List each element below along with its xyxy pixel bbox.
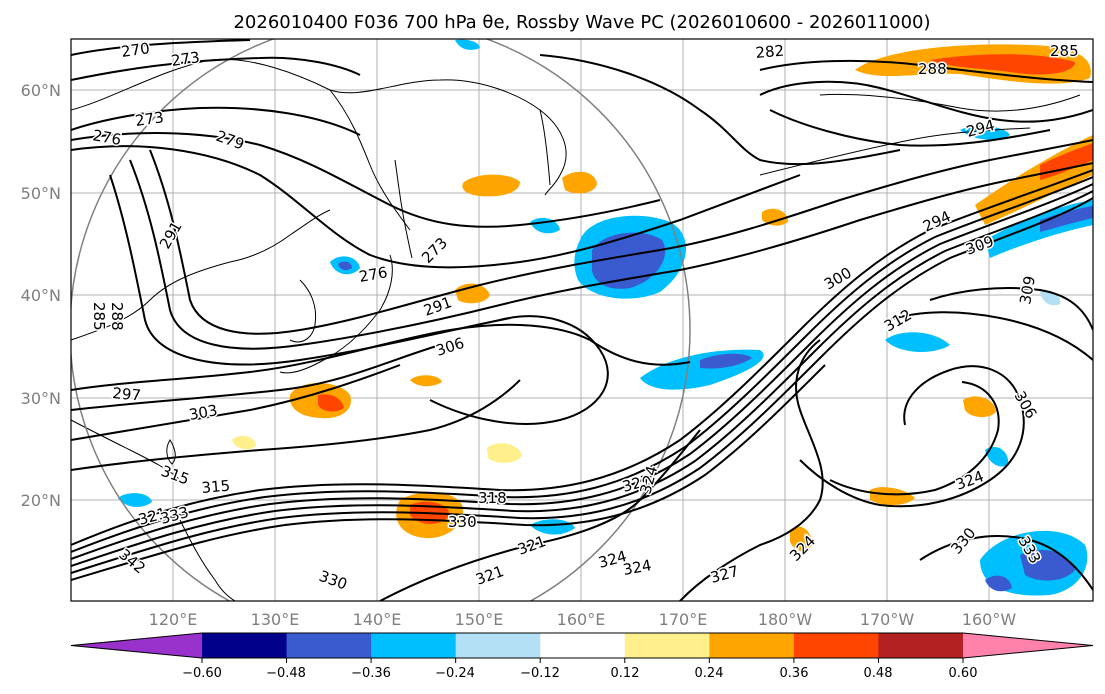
map-panel: 270 273 273 276 279 282 285 288 294 291 … <box>70 38 1094 602</box>
colorbar-segment <box>709 633 795 658</box>
colorbar-tick-label: 0.48 <box>864 666 893 681</box>
neg-anomaly-9 <box>985 446 1009 467</box>
neg-anomaly-se-core2 <box>985 575 1012 592</box>
colorbar-extend-max <box>963 633 1093 658</box>
pos-anomaly-5 <box>963 396 996 418</box>
colorbar-segment <box>202 633 288 658</box>
neg-anomaly-6 <box>530 519 575 535</box>
colorbar-tick-label: −0.24 <box>435 666 475 681</box>
colorbar-tick-labels: −0.60 −0.48 −0.36 −0.24 −0.12 0.12 0.24 … <box>182 666 977 681</box>
pos-anomaly-6 <box>762 208 788 226</box>
coast-japan <box>279 254 393 374</box>
lat-label: 30°N <box>21 389 61 408</box>
latitude-labels: 60°N 50°N 40°N 30°N 20°N <box>21 81 61 510</box>
contour-label: 318 <box>478 489 507 507</box>
coast-aleutians <box>759 127 1031 176</box>
coast-china-south <box>71 419 181 481</box>
lon-label: 140°E <box>353 610 402 629</box>
figure-title: 2026010400 F036 700 hPa θe, Rossby Wave … <box>233 12 930 33</box>
neg-anomaly-se-core <box>1020 550 1075 581</box>
lon-label: 130°E <box>251 610 300 629</box>
contour-label: 285 <box>90 302 108 331</box>
colorbar-tick-label: −0.48 <box>266 666 306 681</box>
shading-positive <box>232 44 1093 552</box>
shading-negative <box>118 39 1093 596</box>
lon-label: 170°E <box>659 610 708 629</box>
neg-anomaly-2 <box>960 125 1010 140</box>
coast-taiwan <box>166 439 176 465</box>
pos-anomaly-7 <box>790 526 812 552</box>
coast-asia-east <box>71 209 331 341</box>
colorbar-tick-label: −0.12 <box>520 666 560 681</box>
neg-anomaly-mid-core <box>700 353 752 369</box>
colorbar-tick-label: 0.12 <box>611 666 640 681</box>
lat-label: 40°N <box>21 286 61 305</box>
contour-label: 282 <box>755 42 785 62</box>
colorbar-segment <box>286 633 372 658</box>
contour-label: 285 <box>1050 42 1079 60</box>
neg-anomaly-jet-core <box>1040 206 1093 232</box>
neg-anomaly-5 <box>118 493 152 507</box>
lon-label: 150°E <box>455 610 504 629</box>
colorbar-segment <box>624 633 710 658</box>
colorbar-segment <box>793 633 879 658</box>
pos-anomaly-10 <box>870 487 915 505</box>
theta-e-contours <box>71 39 1093 601</box>
pos-anomaly-ne-core <box>930 54 1075 75</box>
domain-circle <box>71 39 691 601</box>
contour-label: 297 <box>112 384 142 404</box>
lon-label: 180°W <box>758 610 813 629</box>
coast-kamchatka <box>539 109 567 196</box>
lon-label: 170°W <box>860 610 915 629</box>
coastlines <box>71 58 1081 601</box>
pos-anomaly-1 <box>462 174 520 197</box>
lon-label: 120°E <box>149 610 198 629</box>
pos-anomaly-9 <box>232 435 256 450</box>
lon-label: 160°E <box>557 610 606 629</box>
contour-label: 288 <box>108 302 126 331</box>
map-frame <box>70 38 1094 602</box>
colorbar-segment <box>878 633 964 658</box>
colorbar-tick-label: −0.36 <box>351 666 391 681</box>
contour-label: 330 <box>448 513 477 531</box>
contour-label: 315 <box>201 477 231 497</box>
lon-label: 160°W <box>962 610 1017 629</box>
colorbar-segment <box>540 633 626 658</box>
colorbar-segment <box>455 633 541 658</box>
colorbar-tick-label: −0.60 <box>182 666 222 681</box>
colorbar-tick-label: 0.60 <box>949 666 978 681</box>
coast-korea <box>289 279 317 343</box>
neg-anomaly-7 <box>455 39 480 50</box>
pos-anomaly-sea-japan-core <box>318 394 344 412</box>
colorbar <box>70 632 1094 663</box>
coast-alaska <box>819 93 1081 112</box>
coast-sakhalin <box>394 159 413 259</box>
longitude-labels: 120°E 130°E 140°E 150°E 160°E 170°E 180°… <box>149 610 1017 629</box>
contour-label: 288 <box>918 60 947 78</box>
contour-label: 270 <box>120 39 151 61</box>
lat-label: 60°N <box>21 81 61 100</box>
pos-anomaly-8 <box>410 375 442 387</box>
coast-okhotsk <box>329 89 411 231</box>
lat-label: 50°N <box>21 184 61 203</box>
pos-anomaly-2 <box>562 171 597 194</box>
pos-anomaly-4 <box>487 443 522 463</box>
neg-anomaly-1-core <box>338 261 352 271</box>
colorbar-segment <box>371 633 457 658</box>
colorbar-tick-label: 0.36 <box>780 666 809 681</box>
neg-anomaly-3 <box>885 332 950 352</box>
lat-label: 20°N <box>21 491 61 510</box>
colorbar-extend-min <box>71 633 202 658</box>
colorbar-tick-label: 0.24 <box>695 666 724 681</box>
